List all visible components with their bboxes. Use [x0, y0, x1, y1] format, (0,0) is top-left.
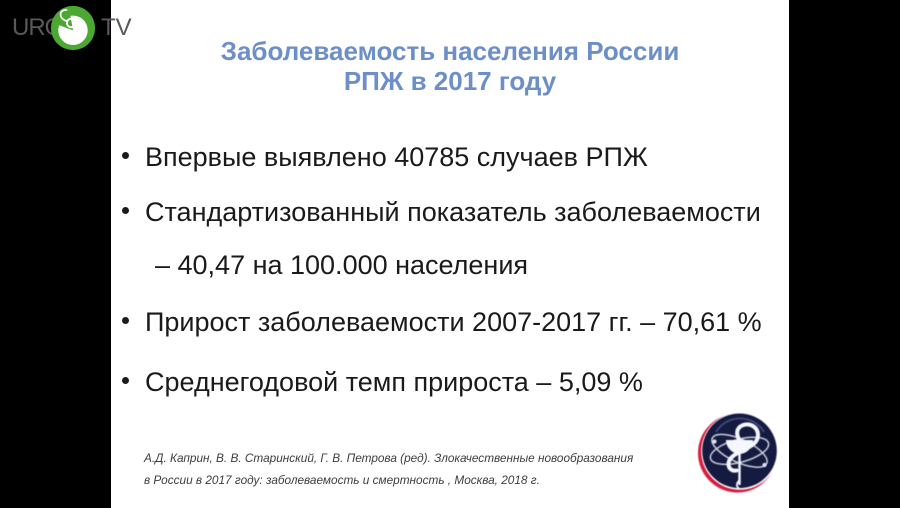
- svg-text:TV: TV: [101, 14, 132, 41]
